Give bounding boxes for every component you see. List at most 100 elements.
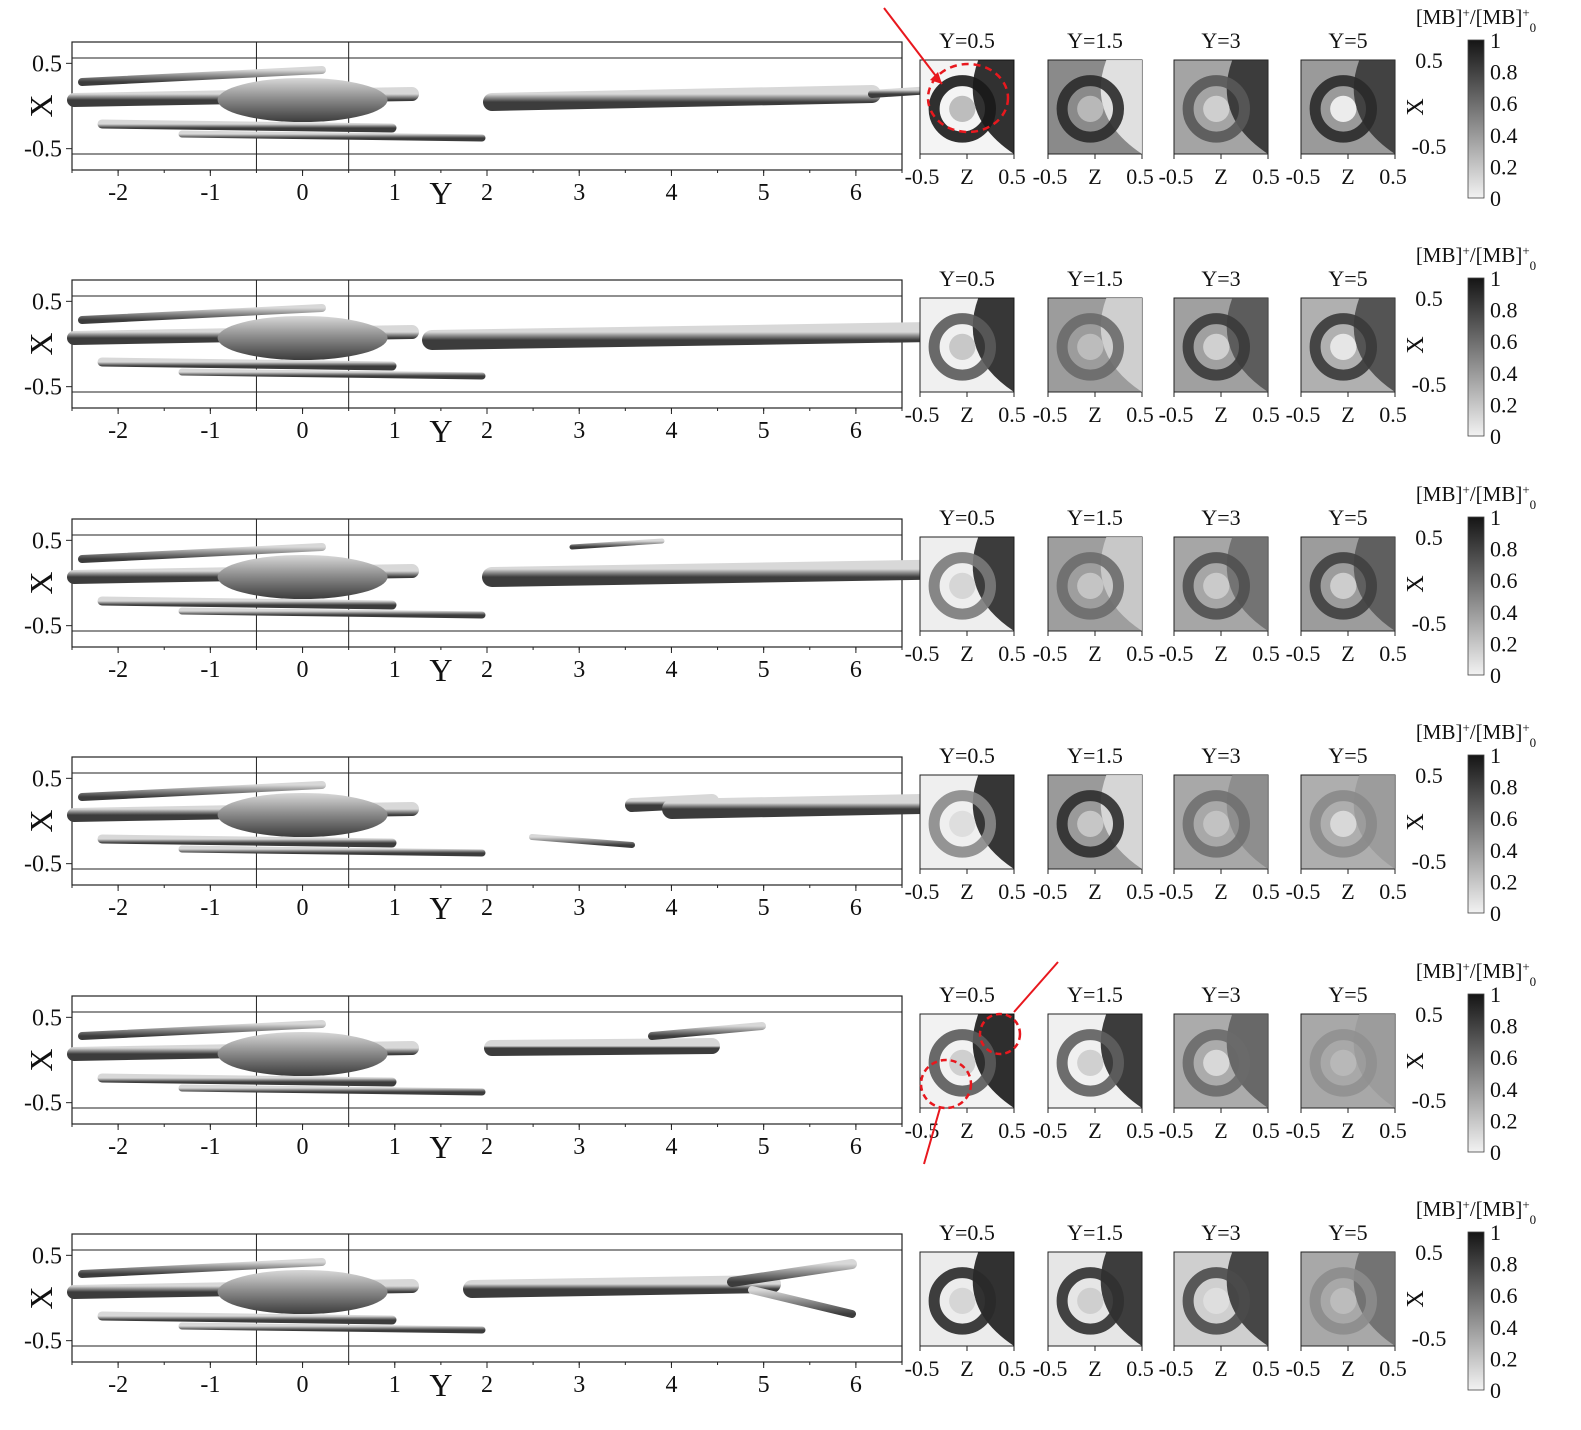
y-tick-label: -0.5 xyxy=(24,614,62,640)
slice-vortex-ring xyxy=(1309,75,1378,143)
colorbar-tick-label: 1 xyxy=(1490,28,1501,53)
slice-vortex-ring xyxy=(928,552,996,620)
x-tick-label: 5 xyxy=(758,418,770,444)
slice-panel: Y=0.5-0.5 Z 0.5 xyxy=(905,982,1026,1143)
colorbar-gradient xyxy=(1467,39,1485,199)
colorbar-tick-label: 0.6 xyxy=(1490,1283,1518,1308)
slice-z-axis-label: Z xyxy=(1088,402,1101,427)
vortex-tube xyxy=(727,1259,857,1287)
cavity-vortex xyxy=(217,316,388,360)
colorbar-gradient xyxy=(1467,516,1485,676)
x-tick-label: -1 xyxy=(200,1134,220,1160)
cavity-vortex xyxy=(217,555,388,599)
slice-vortex-core xyxy=(1203,1049,1230,1077)
cavity-vortex xyxy=(217,78,388,122)
slice-x-tick-label: -0.5 xyxy=(1412,134,1447,159)
slice-title: Y=1.5 xyxy=(1067,1220,1123,1245)
slice-vortex-core xyxy=(1203,333,1230,361)
slice-z-axis-label: Z xyxy=(1214,641,1227,666)
vortex-tube xyxy=(97,1073,397,1087)
slice-vortex-ring xyxy=(1309,552,1378,620)
slice-z-axis-label: Z xyxy=(1341,641,1354,666)
x-tick-label: 0 xyxy=(297,180,309,206)
slice-vortex-ring xyxy=(928,75,996,143)
isosurface-frame xyxy=(71,995,903,1125)
annotation-arrow xyxy=(883,7,943,85)
slice-vortex-core xyxy=(1203,810,1230,838)
slice-z-tick-label: 0.5 xyxy=(1252,879,1280,904)
x-tick-label: 2 xyxy=(481,1134,493,1160)
slice-z-axis-label: Z xyxy=(960,641,973,666)
slice-z-tick-label: -0.5 xyxy=(1033,879,1068,904)
slice-vortex-ring xyxy=(1056,790,1125,858)
colorbar-label: [MB]+/[MB]+0 xyxy=(1416,482,1536,512)
slice-z-tick-label: 0.5 xyxy=(1379,164,1407,189)
x-tick-label: 6 xyxy=(850,657,862,683)
x-axis-label: Y xyxy=(429,1367,452,1403)
slice-z-tick-label: 0.5 xyxy=(1126,1118,1154,1143)
slice-vortex-ring xyxy=(928,790,996,858)
slice-vortex-core xyxy=(949,1049,976,1077)
slice-z-tick-label: 0.5 xyxy=(998,402,1026,427)
slice-x-tick-label: -0.5 xyxy=(1412,372,1447,397)
slice-title: Y=3 xyxy=(1201,266,1240,291)
slice-z-axis-label: Z xyxy=(960,1118,973,1143)
slice-z-tick-label: -0.5 xyxy=(1033,402,1068,427)
row-2: -2 -1 0 1 2 3 4 5 6 Y 0.5 -0.5 X Y=0.5 -0.5 Z 0.5 Y=1.5 -0… xyxy=(0,238,1581,476)
colorbar-tick-label: 0 xyxy=(1490,186,1501,211)
colorbar-gradient xyxy=(1467,277,1485,437)
slice-x-tick-label: -0.5 xyxy=(1412,1326,1447,1351)
slice-vortex-ring xyxy=(928,313,996,381)
x-tick-label: -2 xyxy=(108,1134,128,1160)
y-tick-label: -0.5 xyxy=(24,1329,62,1355)
slice-x-tick-label: 0.5 xyxy=(1415,1240,1443,1265)
colorbar-tick-label: 0.4 xyxy=(1490,600,1518,625)
x-tick-label: 3 xyxy=(573,418,585,444)
vortex-tube xyxy=(748,1286,856,1318)
slice-vortex-core xyxy=(1203,1287,1230,1315)
slice-title: Y=5 xyxy=(1328,28,1367,53)
slice-panel: Y=3 -0.5 Z 0.5 xyxy=(1159,266,1280,427)
slice-vortex-core xyxy=(949,95,976,123)
x-axis-label: Y xyxy=(429,413,452,449)
x-axis-label: Y xyxy=(429,890,452,926)
x-tick-label: 6 xyxy=(850,418,862,444)
slice-vortex-core xyxy=(1077,810,1104,838)
vortex-tube xyxy=(483,85,881,111)
colorbar-gradient xyxy=(1467,1231,1485,1391)
slice-x-tick-label: 0.5 xyxy=(1415,763,1443,788)
slice-x-tick-label: 0.5 xyxy=(1415,525,1443,550)
slice-panel: Y=0.5-0.5 Z 0.5 xyxy=(905,743,1026,904)
isosurface-frame xyxy=(71,756,903,886)
slice-z-axis-label: Z xyxy=(1341,879,1354,904)
slice-x-axis-label: X xyxy=(1403,575,1429,592)
slice-panel: Y=5 -0.5 Z 0.5 xyxy=(1286,505,1407,666)
slice-title: Y=1.5 xyxy=(1067,982,1123,1007)
annotation-arrow xyxy=(1013,961,1059,1013)
colorbar-tick-label: 0.2 xyxy=(1490,1346,1518,1371)
y-tick-label: 0.5 xyxy=(32,528,62,554)
x-tick-label: -2 xyxy=(108,895,128,921)
slice-vortex-ring xyxy=(1056,552,1125,620)
slice-x-tick-label: 0.5 xyxy=(1415,1002,1443,1027)
vortex-tube xyxy=(78,1258,326,1278)
x-tick-label: -1 xyxy=(200,180,220,206)
row-figure: -2 -1 0 1 2 3 4 5 6Y0.5-0.5XY=0.5-0.5 Z 0.5Y=1.5-0… xyxy=(23,720,1536,927)
slice-vortex-core xyxy=(1077,95,1104,123)
slice-panel: Y=5 -0.5 Z 0.5 xyxy=(1286,28,1407,189)
colorbar-tick-label: 0.8 xyxy=(1490,298,1518,323)
slice-z-axis-label: Z xyxy=(1214,1118,1227,1143)
vortex-tube xyxy=(178,130,486,142)
slice-vortex-core xyxy=(949,1287,976,1315)
slice-z-axis-label: Z xyxy=(1214,402,1227,427)
slice-title: Y=1.5 xyxy=(1067,28,1123,53)
colorbar-tick-label: 0 xyxy=(1490,1140,1501,1165)
slice-title: Y=3 xyxy=(1201,28,1240,53)
slice-vortex-ring xyxy=(1056,75,1125,143)
x-tick-label: 0 xyxy=(297,418,309,444)
row-figure: -2 -1 0 1 2 3 4 5 6Y0.5-0.5XY=0.5-0.5 Z 0.5Y=1.5-0… xyxy=(23,1197,1536,1404)
slice-z-tick-label: -0.5 xyxy=(905,402,940,427)
slice-vortex-ring xyxy=(1182,313,1251,381)
slice-x-axis-label: X xyxy=(1403,1052,1429,1069)
cavity-vortex xyxy=(217,1032,388,1076)
